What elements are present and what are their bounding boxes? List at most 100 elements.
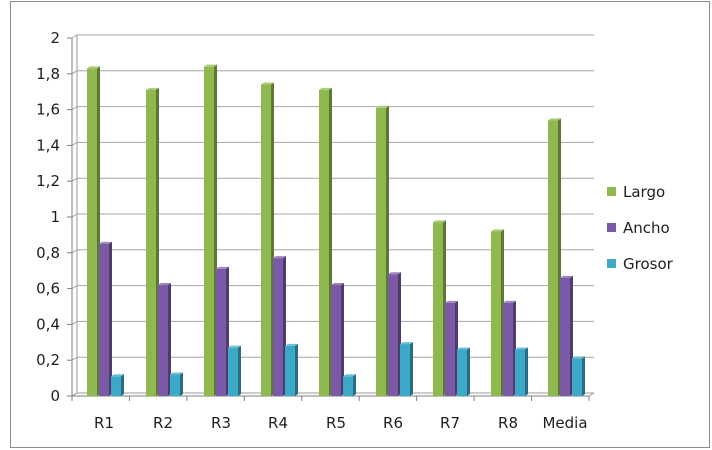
bar: [445, 300, 458, 396]
bar-side: [121, 374, 124, 396]
bar-top: [491, 229, 504, 232]
bar-top: [548, 118, 561, 121]
legend-item: Largo: [607, 183, 665, 201]
bar-front: [261, 84, 271, 396]
bar-top: [572, 356, 585, 359]
bar: [216, 266, 229, 396]
bar-side: [180, 372, 183, 396]
bar-top: [457, 347, 470, 350]
bar: [560, 275, 573, 396]
y-tick-label: 0,8: [36, 244, 60, 262]
bar: [285, 343, 298, 396]
bar-front: [400, 344, 410, 396]
bar-front: [146, 89, 156, 396]
bars: [87, 64, 585, 397]
bar: [457, 347, 470, 396]
y-tick-label: 0: [50, 387, 60, 405]
bar-front: [216, 268, 226, 396]
x-tick-label: R2: [153, 414, 173, 432]
bar-front: [228, 347, 238, 396]
bar-top: [376, 105, 389, 108]
y-tick-label: 0,2: [36, 351, 60, 369]
bar-top: [400, 342, 413, 345]
bar-top: [111, 374, 124, 377]
bar: [99, 241, 112, 396]
legend-item: Ancho: [607, 219, 670, 237]
bar: [204, 64, 217, 396]
bar: [273, 256, 286, 396]
bar-top: [87, 66, 100, 69]
bar-front: [457, 349, 467, 396]
bar-front: [376, 107, 386, 396]
bar-front: [491, 231, 501, 396]
y-tick-label: 1,4: [36, 136, 60, 154]
bar: [261, 82, 274, 396]
bar: [400, 342, 413, 396]
bar-top: [99, 241, 112, 244]
bar-top: [433, 220, 446, 223]
bar-top: [343, 374, 356, 377]
bar-side: [295, 343, 298, 396]
legend-item: Grosor: [607, 255, 674, 273]
bar-side: [168, 283, 171, 396]
bar-front: [158, 285, 168, 396]
x-tick-label: R8: [498, 414, 518, 432]
bar-top: [445, 300, 458, 303]
chart-frame: [10, 1, 710, 448]
bar: [87, 66, 100, 397]
bar-side: [353, 374, 356, 396]
bar-front: [388, 274, 398, 396]
bar: [228, 345, 241, 396]
bar-front: [503, 302, 513, 396]
bar-top: [503, 300, 516, 303]
bar-front: [572, 358, 582, 396]
bar-side: [525, 347, 528, 396]
bar-front: [548, 120, 558, 396]
bar-side: [238, 345, 241, 396]
bar-top: [319, 87, 332, 90]
x-tick-label: R7: [440, 414, 460, 432]
legend-label: Largo: [623, 183, 665, 201]
bar-front: [111, 376, 121, 396]
bar-front: [331, 285, 341, 396]
bar-top: [228, 345, 241, 348]
bar-side: [410, 342, 413, 396]
bar-top: [146, 87, 159, 90]
bar: [331, 283, 344, 396]
bar-front: [433, 222, 443, 396]
bar-front: [285, 345, 295, 396]
bar: [433, 220, 446, 396]
legend: Largo Ancho Grosor: [607, 183, 674, 273]
gridline: [71, 70, 594, 75]
y-tick-label: 1,8: [36, 65, 60, 83]
bar: [572, 356, 585, 396]
bar-front: [560, 277, 570, 396]
bar-top: [331, 283, 344, 286]
bar-front: [515, 349, 525, 396]
legend-label: Grosor: [623, 255, 674, 273]
bar: [548, 118, 561, 396]
x-tick-label: R5: [326, 414, 346, 432]
bar: [515, 347, 528, 396]
bar: [170, 372, 183, 396]
y-tick-label: 1,2: [36, 172, 60, 190]
x-tick-label: R3: [211, 414, 231, 432]
bar: [146, 87, 159, 396]
bar-front: [343, 376, 353, 396]
bar-front: [445, 302, 455, 396]
bar-front: [273, 258, 283, 396]
bar-front: [319, 89, 329, 396]
y-tick-label: 2: [50, 29, 60, 47]
legend-label: Ancho: [623, 219, 670, 237]
bar-top: [273, 256, 286, 259]
floor-edge: [588, 392, 595, 397]
bar-side: [467, 347, 470, 396]
axis-labels: 0 0,2 0,4 0,6 0,8 1 1,2 1,4 1,6 1,8 2 R1 R2 R3 R4 R5 R6 R…: [36, 29, 587, 432]
bar-top: [261, 82, 274, 85]
bar-top: [560, 275, 573, 278]
bar: [111, 374, 124, 396]
y-tick-label: 0,6: [36, 280, 60, 298]
x-tick-label: R6: [383, 414, 403, 432]
bar: [158, 283, 171, 396]
